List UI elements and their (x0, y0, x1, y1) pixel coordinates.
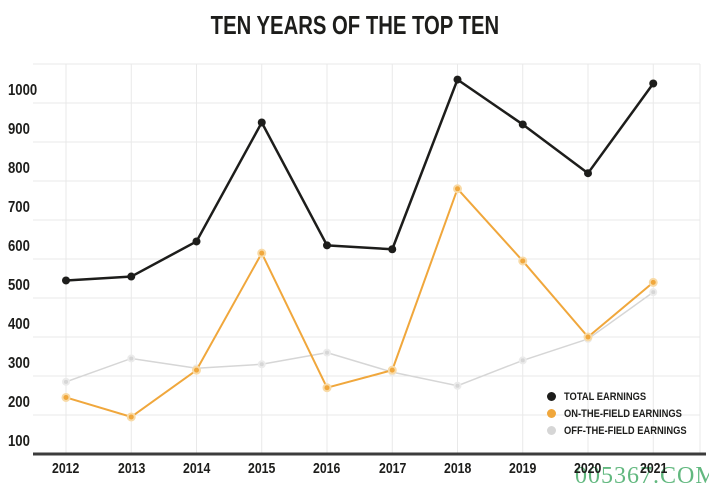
data-point-off-the-field-earnings (323, 348, 331, 357)
data-point-total-earnings (192, 237, 201, 246)
data-point-off-the-field-earnings (453, 381, 462, 390)
data-point-on-the-field-earnings (126, 412, 136, 422)
data-point-on-the-field-earnings (192, 365, 201, 375)
data-point-off-the-field-earnings (62, 377, 70, 386)
x-tick-label: 2012 (52, 460, 80, 477)
legend-label: ON-THE-FIELD EARNINGS (564, 407, 682, 420)
data-point-total-earnings (518, 120, 527, 129)
series-line-on-the-field-earnings (65, 187, 655, 418)
y-tick-label: 600 (8, 238, 30, 255)
data-point-off-the-field-earnings (127, 354, 136, 363)
y-tick-label: 200 (8, 394, 30, 411)
data-point-off-the-field-earnings (257, 360, 266, 369)
x-tick-label: 2014 (182, 460, 211, 477)
x-tick-label: 2015 (248, 460, 276, 477)
data-point-total-earnings (127, 272, 136, 281)
x-tick-label: 2019 (509, 460, 537, 477)
data-point-on-the-field-earnings (648, 277, 658, 287)
total-earnings-dot-icon (547, 392, 556, 401)
data-point-total-earnings (62, 276, 70, 285)
off-the-field-earnings-dot-icon (547, 426, 556, 435)
y-tick-label: 100 (8, 433, 30, 450)
legend-label: OFF-THE-FIELD EARNINGS (564, 424, 687, 437)
x-tick-label: 2021 (639, 460, 667, 477)
y-tick-label: 900 (8, 121, 30, 138)
legend-item-on-field: ON-THE-FIELD EARNINGS (547, 405, 708, 422)
data-point-on-the-field-earnings (322, 383, 332, 393)
legend-item-off-field: OFF-THE-FIELD EARNINGS (547, 422, 708, 439)
x-tick-label: 2018 (443, 460, 472, 477)
x-tick-label: 2020 (574, 460, 602, 477)
data-point-total-earnings (453, 75, 462, 84)
on-the-field-earnings-dot-icon (547, 409, 556, 418)
legend-item-total: TOTAL EARNINGS (547, 388, 708, 405)
y-tick-label: 1000 (8, 82, 38, 99)
watermark: 005367.COM (575, 463, 709, 489)
data-point-on-the-field-earnings (518, 256, 528, 266)
x-tick-label: 2013 (117, 460, 145, 477)
x-tick-label: 2016 (313, 460, 341, 477)
data-point-off-the-field-earnings (518, 356, 527, 365)
data-point-on-the-field-earnings (257, 248, 267, 258)
data-point-total-earnings (584, 169, 592, 178)
y-tick-label: 800 (8, 160, 30, 177)
chart-title: TEN YEARS OF THE TOP TEN (210, 10, 499, 40)
data-point-off-the-field-earnings (649, 288, 658, 297)
data-point-on-the-field-earnings (583, 332, 593, 342)
series-line-total-earnings (64, 78, 655, 282)
data-point-total-earnings (649, 79, 658, 88)
data-point-total-earnings (388, 245, 397, 254)
data-point-on-the-field-earnings (387, 365, 397, 375)
legend-label: TOTAL EARNINGS (564, 390, 647, 403)
y-tick-label: 400 (8, 316, 30, 333)
chart-legend: TOTAL EARNINGS ON-THE-FIELD EARNINGS OFF… (547, 388, 708, 439)
y-tick-label: 700 (8, 199, 30, 216)
y-tick-label: 300 (8, 355, 30, 372)
data-point-total-earnings (257, 118, 266, 127)
data-point-on-the-field-earnings (61, 392, 71, 402)
y-tick-label: 500 (8, 277, 30, 294)
data-point-total-earnings (323, 241, 331, 250)
series-line-off-the-field-earnings (65, 291, 654, 387)
data-point-on-the-field-earnings (453, 184, 462, 194)
x-tick-label: 2017 (378, 460, 406, 477)
